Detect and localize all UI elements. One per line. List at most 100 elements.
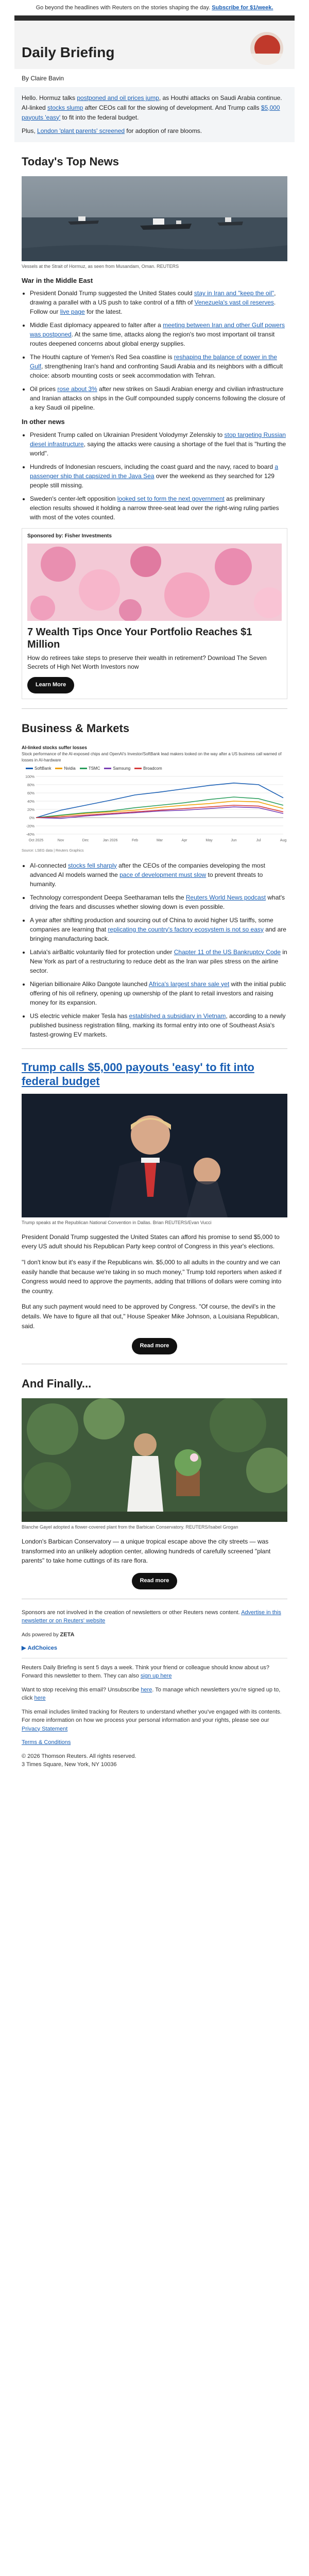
intro-paragraph-1: Hello. Hormuz talks postponed and oil pr… — [22, 93, 287, 122]
ad-title: 7 Wealth Tips Once Your Portfolio Reache… — [27, 626, 252, 650]
zeta-logo: ZETA — [60, 1631, 75, 1638]
business-list: AI-connected stocks fell sharply after t… — [30, 861, 287, 1039]
sign-up-link[interactable]: sign up here — [140, 1673, 172, 1680]
list-text: , strengthening Iran's hand and confront… — [30, 363, 283, 380]
ai-stocks-chart[interactable]: AI-linked stocks suffer losses Stock per… — [22, 742, 287, 855]
section-divider — [22, 1048, 287, 1049]
manage-newsletters-link[interactable]: here — [34, 1695, 46, 1702]
trump-photo-caption: Trump speaks at the Republican National … — [22, 1219, 212, 1225]
byline: By Claire Bavin — [22, 74, 64, 82]
story-link[interactable]: pace of development must slow — [119, 871, 207, 878]
adchoices-link[interactable]: AdChoices — [27, 1645, 57, 1652]
preheader-text: Go beyond the headlines with Reuters on … — [36, 5, 212, 11]
list-text: to prevent threats to humanity. — [30, 871, 263, 888]
ad-image[interactable] — [27, 543, 282, 621]
chart-series-line-nvidia — [36, 801, 284, 819]
story-link[interactable]: stop targeting Russian diesel infrastruc… — [30, 431, 286, 448]
list-text: . Follow our — [30, 299, 276, 316]
chart-x-tick-label: Apr — [182, 839, 188, 842]
feature-headline-link[interactable]: Trump calls $5,000 payouts 'easy' to fit… — [22, 1060, 254, 1088]
hormuz-photo[interactable] — [22, 176, 287, 261]
conservatory-photo[interactable] — [22, 1398, 287, 1522]
chart-y-tick-label: 100% — [25, 775, 35, 779]
list-text: US electric vehicle maker Tesla has — [30, 1012, 129, 1020]
trump-photo-illustration — [22, 1093, 287, 1217]
footer-forward: Reuters Daily Briefing is sent 5 days a … — [22, 1664, 287, 1681]
story-link[interactable]: reshaping the balance of power in the Gu… — [30, 353, 277, 370]
conservatory-photo-caption: Blanche Gayel adopted a flower-covered p… — [22, 1524, 238, 1530]
intro-link-plants[interactable]: London 'plant parents' screened — [37, 127, 125, 135]
intro-link-payouts[interactable]: $5,000 payouts 'easy' — [22, 104, 280, 121]
intro-link-stocks[interactable]: stocks slump — [47, 104, 83, 111]
list-text: , drawing a parallel with a US push to t… — [30, 290, 276, 307]
footer-terms-wrap: Terms & Conditions — [22, 1738, 287, 1747]
address: 3 Times Square, New York, NY 10036 — [22, 1761, 117, 1768]
list-text: as preliminary election results showed i… — [30, 495, 279, 521]
chart-title: AI-linked stocks suffer losses — [22, 745, 88, 751]
terms-link[interactable]: Terms & Conditions — [22, 1739, 71, 1746]
feature-paragraph: President Donald Trump suggested the Uni… — [22, 1233, 280, 1250]
story-link[interactable]: Venezuela's vast oil reserves — [194, 299, 274, 307]
list-text: Technology correspondent Deepa Seetharam… — [30, 893, 186, 901]
legend-label: Samsung — [113, 766, 131, 771]
adchoices-icon[interactable]: ▶ — [22, 1645, 26, 1652]
list-text: President Trump called on Ukrainian Pres… — [30, 431, 225, 439]
read-more-button[interactable]: Read more — [131, 1572, 178, 1589]
list-item: Nigerian billionaire Aliko Dangote launc… — [30, 979, 287, 1007]
list-text: , saying the attacks were causing a shor… — [30, 440, 286, 457]
learn-more-button[interactable]: Learn More — [27, 676, 75, 693]
legend-label: SoftBank — [35, 766, 52, 771]
story-link[interactable]: stocks fell sharply — [68, 861, 117, 869]
list-text: A year after shifting production and sou… — [30, 916, 273, 933]
intro-text: for adoption of rare blooms. — [125, 127, 202, 135]
chart-legend: SoftBank Nvidia TSMC Samsung Broadcom — [22, 766, 287, 772]
read-more-button[interactable]: Read more — [131, 1338, 178, 1355]
chart-x-tick-label: Nov — [58, 839, 64, 842]
intro-text: Plus, — [22, 127, 38, 135]
list-item: US electric vehicle maker Tesla has esta… — [30, 1011, 287, 1039]
story-link[interactable]: established a subsidiary in Vietnam — [129, 1012, 226, 1020]
intro-link-hormuz[interactable]: postponed and oil prices jump — [77, 94, 159, 102]
footer-text: Reuters Daily Briefing is sent 5 days a … — [22, 1664, 270, 1680]
chart-x-tick-label: Jul — [256, 839, 261, 842]
feature-paragraph: "I don't know but it's easy if the Repub… — [22, 1259, 282, 1295]
unsubscribe-link[interactable]: here — [141, 1686, 152, 1693]
ad-sponsor-label: Sponsored by: Fisher Investments — [27, 533, 112, 539]
list-text: after the CEOs of the companies developi… — [30, 861, 265, 878]
chart-svg: -40% -20% 0% 20% 40% 60% 80% 100% Oct 2025 Nov Dec… — [25, 775, 286, 842]
story-link[interactable]: rose about 3% — [57, 385, 97, 393]
chart-series-line-softbank — [36, 783, 284, 819]
story-link[interactable]: Chapter 11 of the US Bankruptcy Code — [174, 948, 281, 956]
footer-text: This email includes limited tracking for… — [22, 1708, 282, 1724]
advertise-link[interactable]: Advertise in this newsletter or on Reute… — [22, 1609, 281, 1624]
story-link[interactable]: replicating the country's factory ecosys… — [108, 925, 264, 933]
chart-x-tick-label: Dec — [82, 839, 89, 842]
chart-y-tick-label: 80% — [27, 784, 35, 787]
trump-photo[interactable] — [22, 1093, 287, 1217]
live-page-link[interactable]: live page — [60, 308, 85, 316]
conservatory-photo-illustration — [22, 1398, 287, 1522]
story-link[interactable]: meeting between Iran and other Gulf powe… — [30, 321, 285, 338]
list-item: A year after shifting production and sou… — [30, 916, 287, 943]
chart-y-tick-label: 40% — [27, 800, 35, 804]
story-link[interactable]: looked set to form the next government — [117, 495, 225, 503]
chart-source: Source: LSEG data | Reuters Graphics — [22, 849, 84, 853]
read-more-wrap: Read more — [14, 1338, 295, 1355]
subscribe-link[interactable]: Subscribe for $1/week. — [212, 5, 273, 11]
list-text: and are bringing manufacturing back. — [30, 925, 286, 942]
copyright: © 2026 Thomson Reuters. All rights reser… — [22, 1753, 136, 1759]
chart-y-tick-label: 60% — [27, 792, 35, 795]
top-news-heading: Today's Top News — [22, 155, 119, 168]
list-item: Hundreds of Indonesian rescuers, includi… — [30, 462, 287, 490]
story-link[interactable]: Africa's largest share sale yet — [148, 980, 230, 988]
list-text: The Houthi capture of Yemen's Red Sea co… — [30, 353, 174, 361]
list-text: Hundreds of Indonesian rescuers, includi… — [30, 463, 275, 471]
intro-text: after CEOs call for the slowing of devel… — [83, 104, 261, 111]
list-item: Middle East diplomacy appeared to falter… — [30, 320, 287, 348]
story-link[interactable]: stay in Iran and "keep the oil" — [194, 290, 274, 297]
privacy-link[interactable]: Privacy Statement — [22, 1725, 68, 1732]
list-text: Sweden's center-left opposition — [30, 495, 117, 503]
podcast-link[interactable]: Reuters World News podcast — [185, 893, 266, 901]
story-link[interactable]: a passenger ship that capsized in the Ja… — [30, 463, 279, 480]
ad-body: How do retirees take steps to preserve t… — [27, 654, 267, 671]
